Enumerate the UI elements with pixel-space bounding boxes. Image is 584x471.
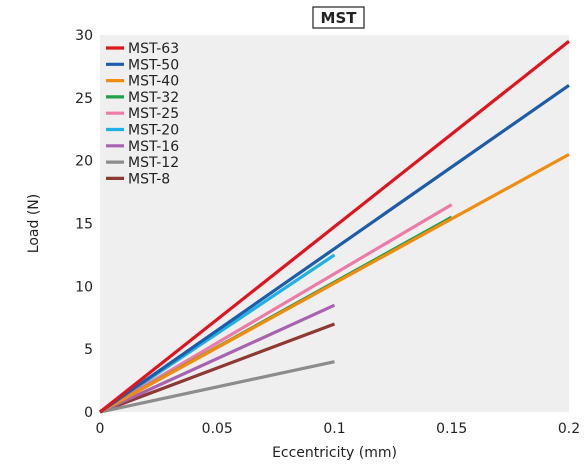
legend-label-mst-8: MST-8 xyxy=(128,171,170,187)
legend-label-mst-63: MST-63 xyxy=(128,41,179,57)
series-line-mst-16 xyxy=(99,303,336,414)
series-line-mst-8 xyxy=(99,322,336,414)
x-tick-label: 0.2 xyxy=(558,421,580,437)
y-tick-label: 15 xyxy=(75,217,93,233)
y-tick-label: 5 xyxy=(84,342,93,358)
series-line-mst-50 xyxy=(99,83,570,414)
legend-label-mst-32: MST-32 xyxy=(128,90,179,106)
x-axis-label: Eccentricity (mm) xyxy=(272,445,397,461)
chart-title-box xyxy=(312,6,365,29)
legend-label-mst-40: MST-40 xyxy=(128,74,179,90)
y-axis-label: Load (N) xyxy=(26,194,42,253)
y-tick-label: 10 xyxy=(75,279,93,295)
y-axis-ticks: 0 5 10 15 20 25 30 xyxy=(75,28,93,421)
x-tick-label: 0 xyxy=(96,421,105,437)
legend-label-mst-16: MST-16 xyxy=(128,139,179,155)
x-tick-label: 0.05 xyxy=(202,421,233,437)
series-line-mst-63 xyxy=(99,40,570,414)
chart-title: MST xyxy=(321,9,358,27)
x-tick-label: 0.1 xyxy=(323,421,345,437)
legend-label-mst-20: MST-20 xyxy=(128,123,179,139)
series-line-mst-40 xyxy=(99,152,570,414)
y-tick-label: 30 xyxy=(75,28,93,44)
series-lines xyxy=(99,40,570,414)
y-tick-label: 0 xyxy=(84,405,93,421)
series-line-mst-12 xyxy=(99,360,335,414)
series-line-mst-25 xyxy=(99,203,453,414)
legend: MST-63MST-50MST-40MST-32MST-25MST-20MST-… xyxy=(106,41,179,187)
x-axis-ticks: 0 0.05 0.1 0.15 0.2 xyxy=(96,421,581,437)
chart-title-group: MST xyxy=(312,6,365,29)
legend-label-mst-50: MST-50 xyxy=(128,57,179,73)
legend-label-mst-25: MST-25 xyxy=(128,106,179,122)
y-tick-label: 25 xyxy=(75,91,93,107)
x-tick-label: 0.15 xyxy=(436,421,467,437)
legend-label-mst-12: MST-12 xyxy=(128,155,179,171)
y-tick-label: 20 xyxy=(75,154,93,170)
